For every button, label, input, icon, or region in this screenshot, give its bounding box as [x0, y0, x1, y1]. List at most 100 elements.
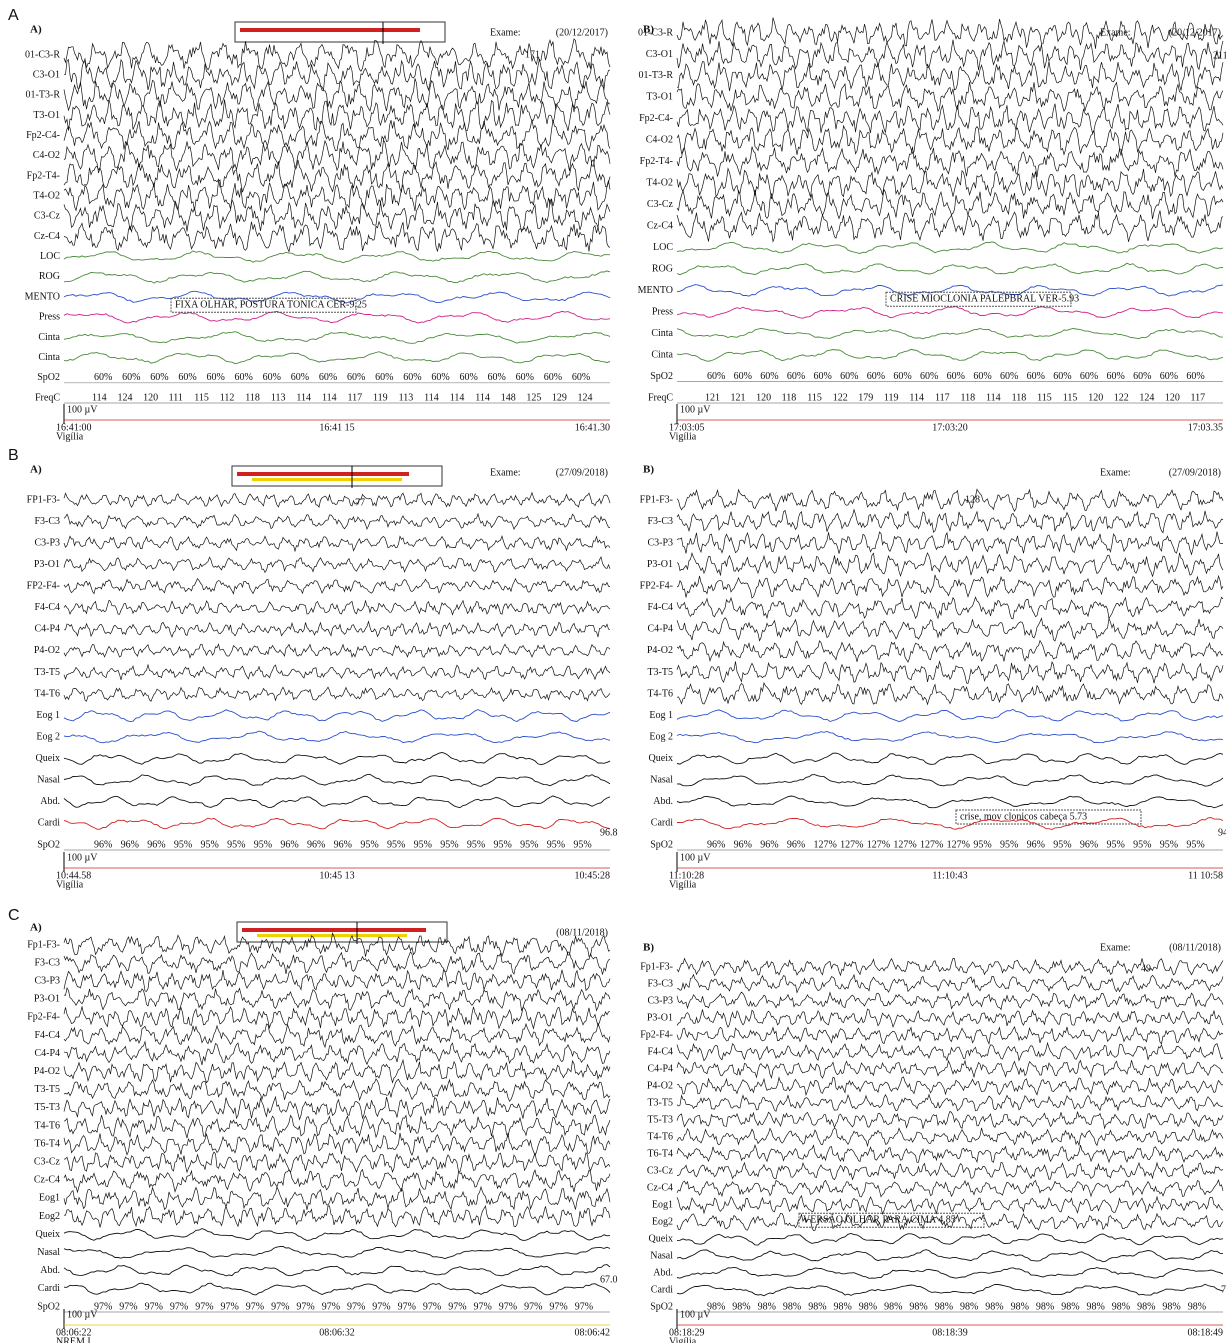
spo2-value: 98% — [1011, 1301, 1029, 1312]
spo2-value: 95% — [1133, 839, 1151, 850]
channel-label: Queix — [36, 753, 60, 764]
channel-label: Eog 1 — [36, 710, 60, 721]
signal-trace — [63, 817, 611, 830]
stray-number: 171 — [525, 49, 540, 60]
spo2-value: 98% — [1036, 1301, 1054, 1312]
channel-label: Queix — [649, 1233, 673, 1244]
channel-label: SpO2 — [650, 839, 673, 850]
timeline-bar — [236, 921, 448, 944]
signal-trace — [676, 551, 1224, 578]
spo2-value: 97% — [322, 1301, 340, 1312]
spo2-value: 97% — [119, 1301, 137, 1312]
spo2-value: 95% — [1053, 839, 1071, 850]
time-label: 08:06:42 — [574, 1327, 610, 1338]
channel-label: Press — [39, 312, 60, 323]
spo2-value: 60% — [1106, 371, 1124, 382]
time-label: 08:18:49 — [1187, 1327, 1223, 1338]
signal-trace — [63, 119, 611, 152]
signal-trace — [63, 932, 611, 958]
freq-value: 118 — [782, 392, 797, 403]
spo2-value: 60% — [431, 372, 449, 383]
spo2-value: 60% — [1000, 371, 1018, 382]
signal-trace — [63, 220, 611, 253]
time-label: 08:06:22 — [56, 1327, 92, 1338]
freq-value: 117 — [348, 392, 363, 403]
spo2-value: 60% — [707, 371, 725, 382]
channel-label: MENTO — [638, 285, 673, 296]
timeline-segment — [237, 472, 409, 476]
channel-label: T3-T5 — [647, 667, 673, 678]
time-label: 08:06:32 — [319, 1327, 355, 1338]
spo2-value: 60% — [488, 372, 506, 383]
channel-label: T3-O1 — [646, 92, 673, 103]
spo2-value: 97% — [398, 1301, 416, 1312]
spo2-value: 97% — [423, 1301, 441, 1312]
signal-trace — [63, 58, 611, 92]
freq-value: 113 — [399, 392, 414, 403]
spo2-value: 97% — [448, 1301, 466, 1312]
freq-value: 112 — [220, 392, 235, 403]
annotation-box — [885, 291, 1072, 307]
freq-value: 117 — [1190, 392, 1205, 403]
channel-label: C3-P3 — [34, 537, 60, 548]
channel-label: Abd. — [40, 796, 60, 807]
signal-trace — [63, 686, 611, 703]
freq-value: 120 — [1165, 392, 1180, 403]
signal-trace — [676, 146, 1224, 178]
spo2-value: 96% — [760, 839, 778, 850]
freq-value: 124 — [577, 392, 592, 403]
signal-trace — [676, 774, 1224, 787]
spo2-value: 97% — [145, 1301, 163, 1312]
channel-label: T5-T3 — [647, 1114, 673, 1125]
channel-label: C4-P4 — [647, 624, 673, 635]
stray-number: 128 — [965, 494, 980, 505]
channel-label: Fp2-T4- — [640, 156, 673, 167]
time-label: 10:45:28 — [574, 870, 610, 881]
signal-trace — [676, 1143, 1224, 1164]
signal-trace — [63, 1282, 611, 1296]
spo2-value: 60% — [516, 372, 534, 383]
freq-value: 114 — [424, 392, 439, 403]
channel-label: T4-O2 — [33, 191, 60, 202]
signal-trace — [63, 138, 611, 174]
spo2-value: 97% — [170, 1301, 188, 1312]
signal-trace — [676, 731, 1224, 744]
spo2-value: 95% — [493, 839, 511, 850]
signal-trace — [63, 198, 611, 233]
spo2-value: 60% — [1133, 371, 1151, 382]
channel-label: T3-O1 — [33, 110, 60, 121]
channel-label: Queix — [36, 1229, 60, 1240]
spo2-value: 98% — [985, 1301, 1003, 1312]
spo2-value: 97% — [499, 1301, 517, 1312]
signal-trace — [63, 179, 611, 212]
signal-trace — [676, 1076, 1223, 1097]
annotation: CRISE MIOCLONIA PALEPBRAL VER-5.93 — [890, 294, 1079, 305]
signal-trace — [676, 1161, 1224, 1181]
channel-label: T6-T4 — [647, 1148, 673, 1159]
spo2-value: 98% — [1188, 1301, 1206, 1312]
spo2-value: 98% — [1087, 1301, 1105, 1312]
channel-label: Nasal — [37, 775, 60, 786]
scale-label: 100 µV — [67, 1309, 98, 1320]
time-label: 08:18:29 — [669, 1327, 705, 1338]
exam-date: (20/12/2017) — [556, 27, 608, 38]
signal-trace — [676, 284, 1224, 297]
spo2-value: 95% — [1000, 839, 1018, 850]
spo2-value: 127% — [947, 839, 970, 850]
channel-label: Abd. — [653, 1267, 673, 1278]
signal-trace — [63, 577, 611, 595]
channel-label: C3-P3 — [647, 537, 673, 548]
channel-label: Abd. — [653, 796, 673, 807]
panel-label: A) — [30, 922, 42, 934]
freq-value: 125 — [526, 392, 541, 403]
spo2-value: 95% — [414, 839, 432, 850]
spo2-value: 98% — [884, 1301, 902, 1312]
signal-trace — [63, 1006, 611, 1030]
spo2-value: 60% — [122, 372, 140, 383]
channel-label: Eog2 — [39, 1211, 60, 1222]
channel-label: F4-C4 — [34, 1030, 60, 1041]
spo2-value: 95% — [973, 839, 991, 850]
channel-label: Fp2-C4- — [26, 130, 60, 141]
channel-label: Fp1-F3- — [27, 939, 60, 950]
signal-trace — [676, 61, 1224, 92]
